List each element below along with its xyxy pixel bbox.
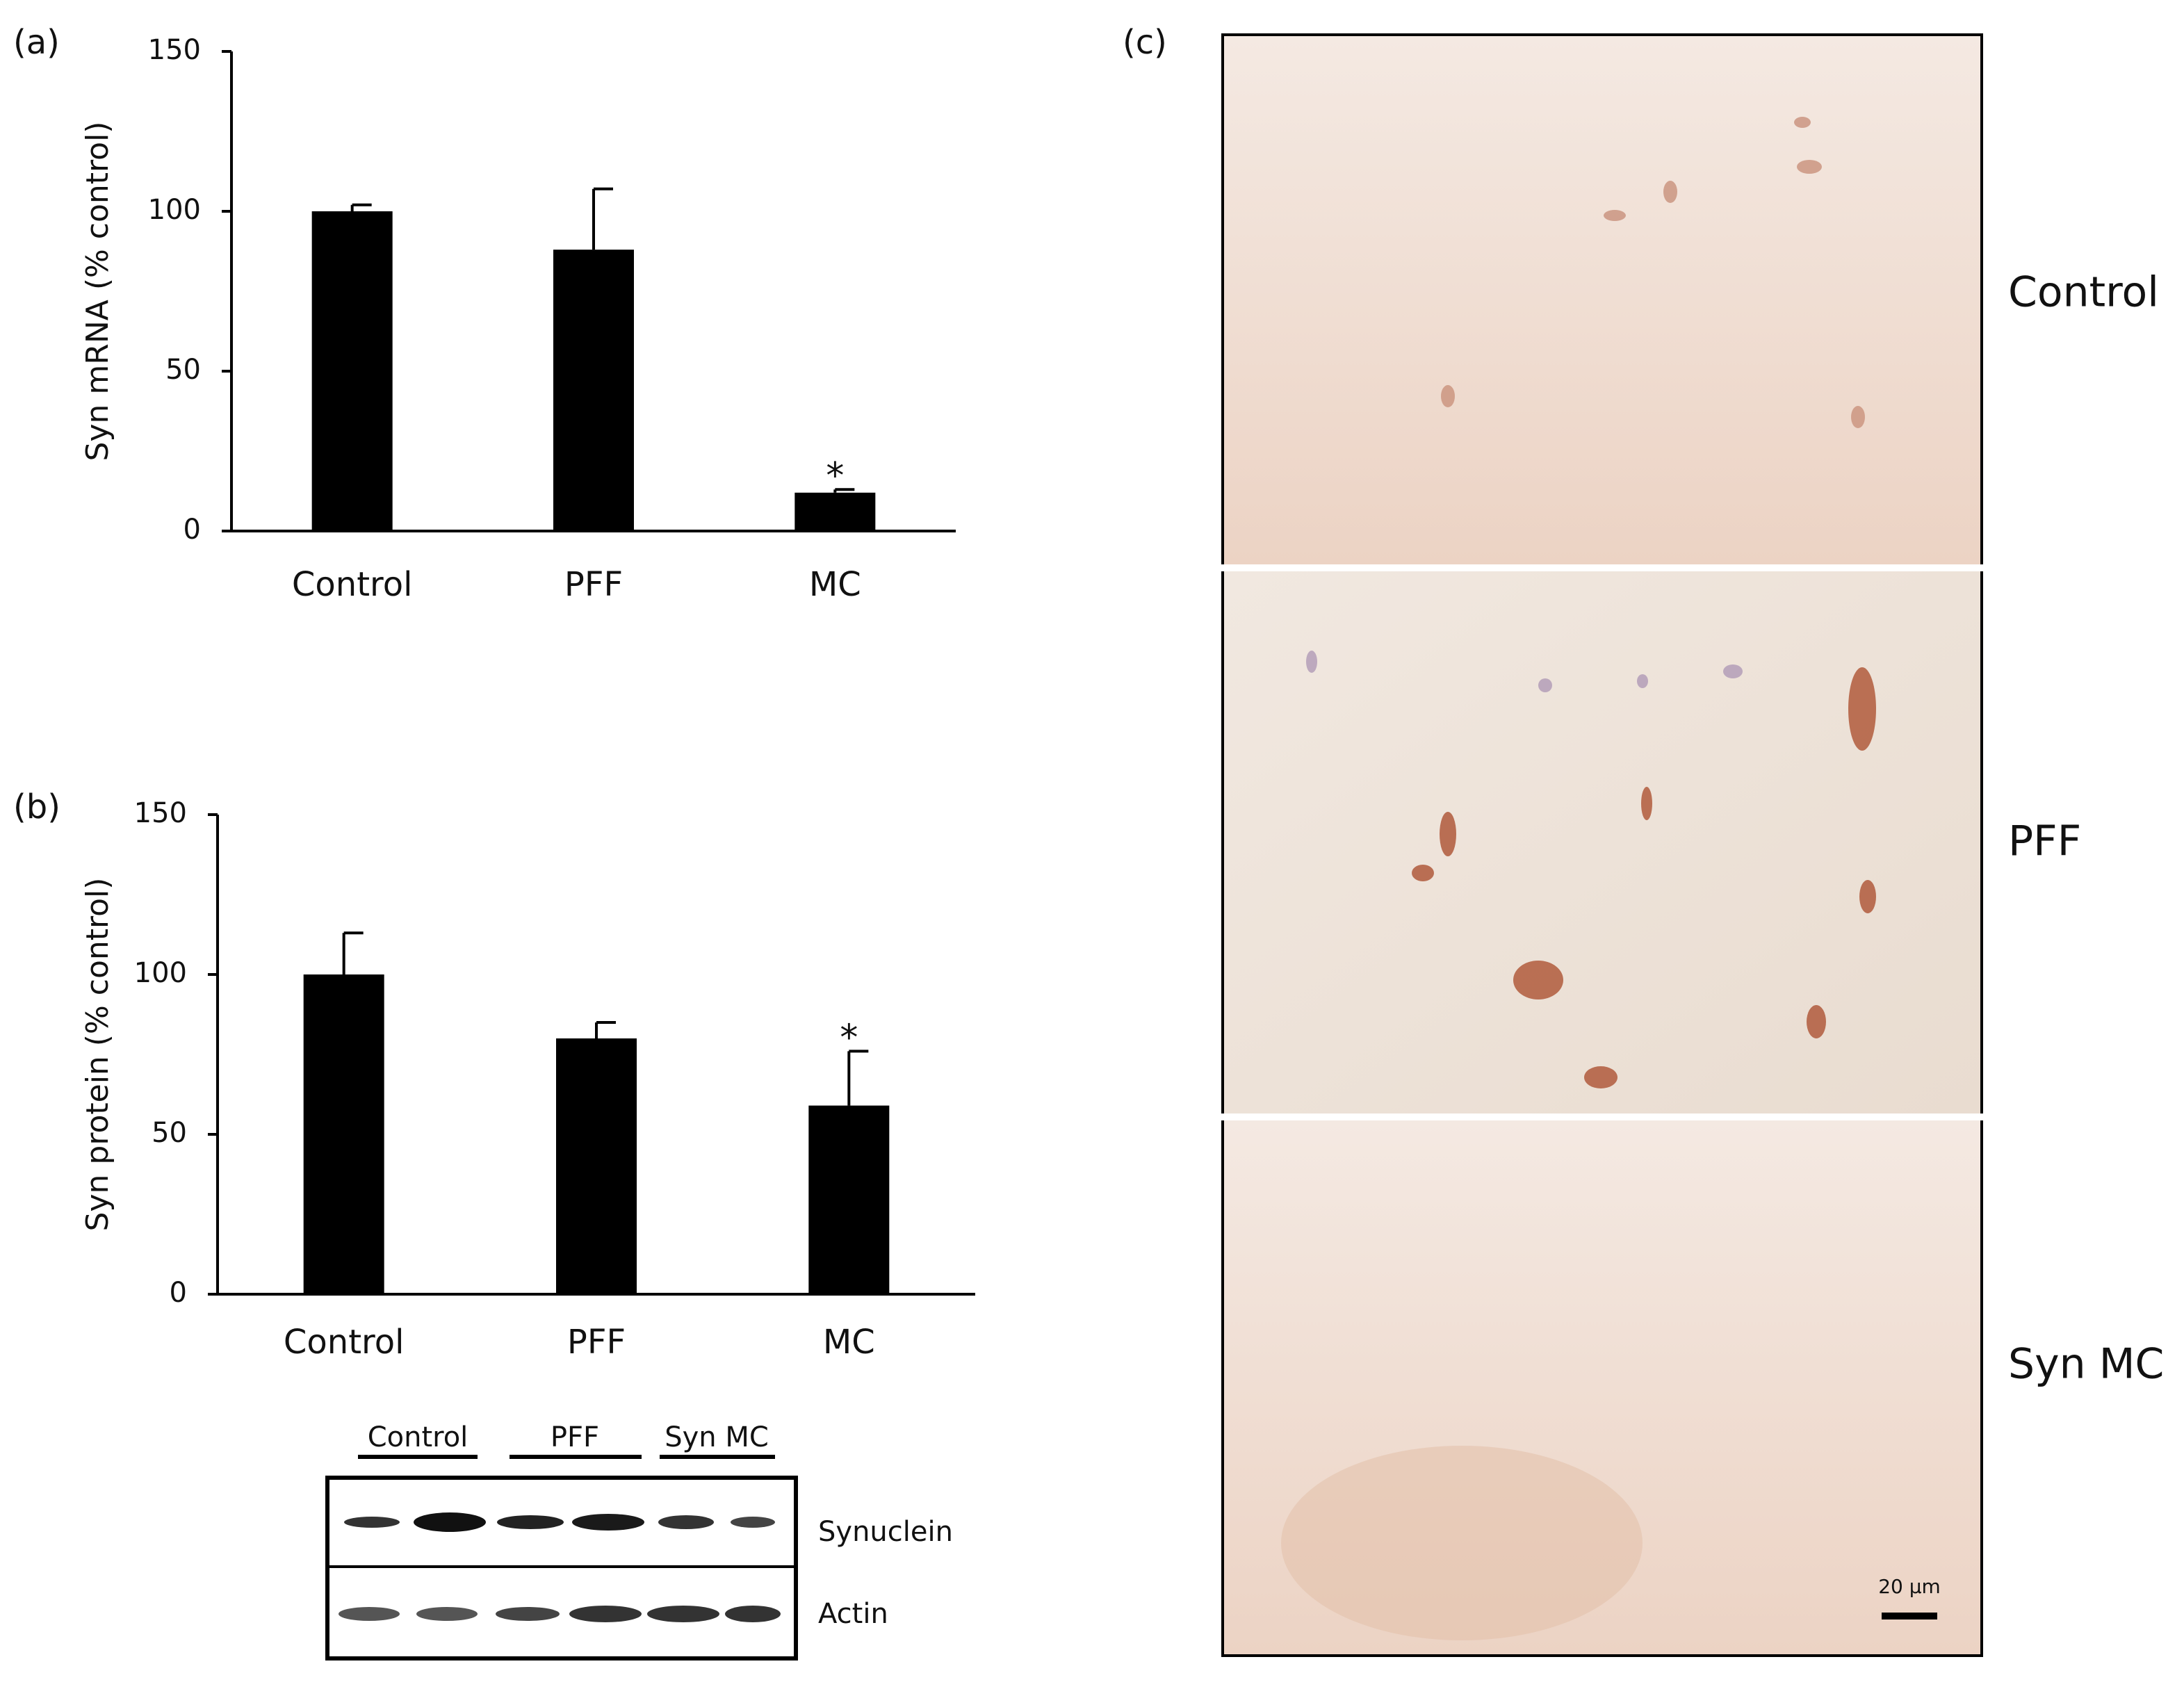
- micrograph-label: PFF: [2008, 817, 2081, 866]
- panel-label: (c): [1123, 23, 1167, 62]
- error-bar: [592, 187, 613, 250]
- x-tick-label: Control: [292, 565, 413, 604]
- x-tick-label: PFF: [564, 565, 623, 604]
- panel-label: (b): [13, 788, 60, 826]
- x-tick-label: MC: [809, 565, 861, 604]
- y-axis-label: Syn protein (% control): [80, 878, 115, 1232]
- y-tick-label: 50: [152, 1117, 187, 1149]
- bar: [311, 211, 393, 531]
- blot-group-label: Syn MC: [665, 1421, 769, 1453]
- y-tick-label: 150: [134, 797, 187, 829]
- error-bar: [342, 931, 364, 974]
- western-blot: [325, 1455, 798, 1661]
- x-tick-label: MC: [823, 1323, 875, 1362]
- x-tick-label: Control: [284, 1323, 405, 1362]
- annotation: *: [840, 1017, 858, 1059]
- blot-group-label: Control: [368, 1421, 468, 1453]
- error-bar: [595, 1021, 616, 1038]
- bar: [303, 974, 384, 1294]
- scale-bar-label: 20 µm: [1878, 1575, 1941, 1598]
- y-tick-label: 0: [170, 1277, 187, 1309]
- x-tick-label: PFF: [567, 1323, 626, 1362]
- bar: [808, 1105, 890, 1294]
- bar: [556, 1038, 637, 1294]
- y-axis-label: Syn mRNA (% control): [80, 122, 115, 462]
- y-tick-label: 50: [165, 354, 201, 386]
- micrograph-label: Control: [2008, 268, 2159, 317]
- error-bar: [847, 1050, 869, 1106]
- y-tick-label: 0: [184, 514, 201, 546]
- bar: [553, 250, 634, 531]
- y-tick-label: 150: [148, 34, 201, 66]
- error-bar: [350, 203, 372, 211]
- y-tick-label: 100: [134, 957, 187, 989]
- blot-row-label: Synuclein: [818, 1516, 953, 1548]
- annotation: *: [826, 455, 844, 497]
- blot-row-label: Actin: [818, 1598, 888, 1630]
- micrograph: [1221, 33, 1983, 1657]
- error-bar: [833, 488, 855, 493]
- y-tick-label: 100: [148, 194, 201, 226]
- panel-label: (a): [13, 23, 60, 62]
- micrograph-label: Syn MC: [2008, 1340, 2164, 1389]
- blot-group-label: PFF: [551, 1421, 599, 1453]
- bar: [794, 492, 876, 531]
